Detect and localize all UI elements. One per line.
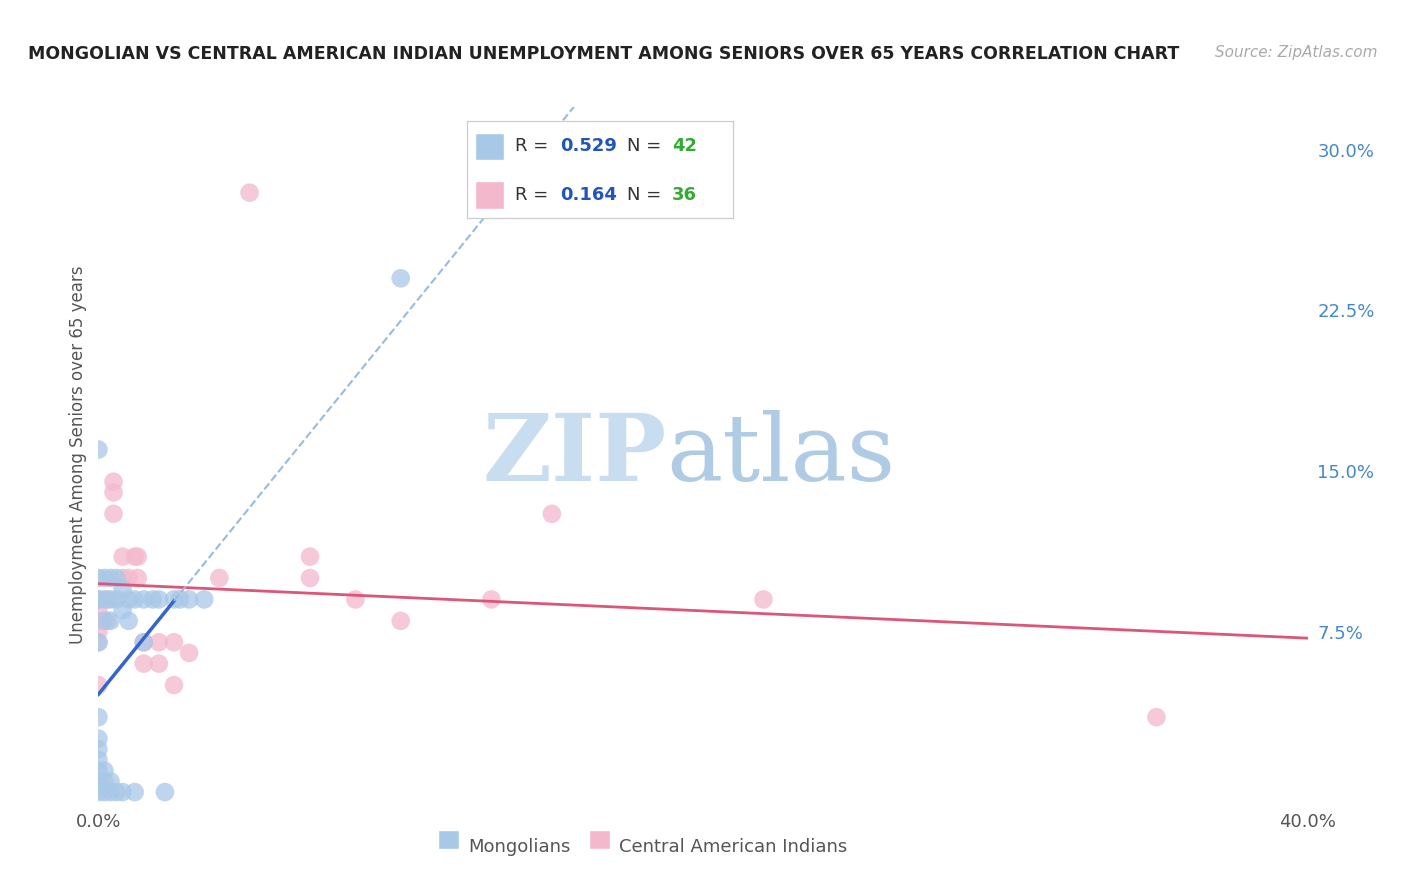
Point: [179, 592, 201, 607]
Point: [481, 592, 503, 607]
Point: [169, 592, 191, 607]
Text: ZIP: ZIP: [482, 410, 666, 500]
Point: [87, 731, 110, 746]
Point: [111, 603, 134, 617]
Point: [389, 271, 412, 285]
Point: [87, 742, 110, 756]
Point: [87, 624, 110, 639]
Point: [100, 785, 122, 799]
Point: [93, 774, 115, 789]
Point: [132, 635, 155, 649]
Point: [87, 764, 110, 778]
Point: [93, 764, 115, 778]
Point: [148, 657, 170, 671]
Point: [344, 592, 367, 607]
Point: [540, 507, 562, 521]
Point: [96, 592, 118, 607]
Point: [163, 592, 186, 607]
Point: [132, 635, 155, 649]
Point: [87, 774, 110, 789]
Point: [389, 614, 412, 628]
Point: [87, 592, 110, 607]
Point: [142, 592, 165, 607]
Point: [87, 614, 110, 628]
Legend: Mongolians, Central American Indians: Mongolians, Central American Indians: [430, 830, 855, 863]
Point: [87, 592, 110, 607]
Point: [87, 678, 110, 692]
Y-axis label: Unemployment Among Seniors over 65 years: Unemployment Among Seniors over 65 years: [69, 266, 87, 644]
Point: [87, 603, 110, 617]
Point: [179, 646, 201, 660]
Point: [163, 635, 186, 649]
Point: [87, 753, 110, 767]
Point: [105, 785, 128, 799]
Point: [103, 475, 125, 489]
Point: [100, 774, 122, 789]
Point: [111, 582, 134, 596]
Point: [132, 592, 155, 607]
Point: [127, 571, 149, 585]
Point: [239, 186, 262, 200]
Point: [208, 571, 231, 585]
Text: atlas: atlas: [666, 410, 896, 500]
Point: [752, 592, 775, 607]
Point: [105, 592, 128, 607]
Point: [124, 592, 146, 607]
Point: [103, 485, 125, 500]
Point: [132, 657, 155, 671]
Point: [153, 785, 176, 799]
Point: [299, 549, 322, 564]
Point: [148, 592, 170, 607]
Point: [118, 592, 141, 607]
Point: [96, 614, 118, 628]
Point: [193, 592, 215, 607]
Point: [87, 785, 110, 799]
Point: [87, 710, 110, 724]
Point: [127, 549, 149, 564]
Point: [100, 614, 122, 628]
Point: [124, 785, 146, 799]
Point: [1144, 710, 1167, 724]
Point: [93, 571, 115, 585]
Point: [93, 592, 115, 607]
Point: [124, 549, 146, 564]
Point: [148, 635, 170, 649]
Point: [87, 635, 110, 649]
Point: [111, 571, 134, 585]
Point: [111, 785, 134, 799]
Point: [163, 678, 186, 692]
Point: [111, 549, 134, 564]
Point: [87, 635, 110, 649]
Point: [87, 442, 110, 457]
Point: [105, 571, 128, 585]
Point: [87, 571, 110, 585]
Point: [100, 571, 122, 585]
Point: [93, 614, 115, 628]
Point: [93, 785, 115, 799]
Point: [103, 507, 125, 521]
Text: Source: ZipAtlas.com: Source: ZipAtlas.com: [1215, 45, 1378, 60]
Text: MONGOLIAN VS CENTRAL AMERICAN INDIAN UNEMPLOYMENT AMONG SENIORS OVER 65 YEARS CO: MONGOLIAN VS CENTRAL AMERICAN INDIAN UNE…: [28, 45, 1180, 62]
Point: [118, 571, 141, 585]
Point: [100, 592, 122, 607]
Point: [118, 614, 141, 628]
Point: [299, 571, 322, 585]
